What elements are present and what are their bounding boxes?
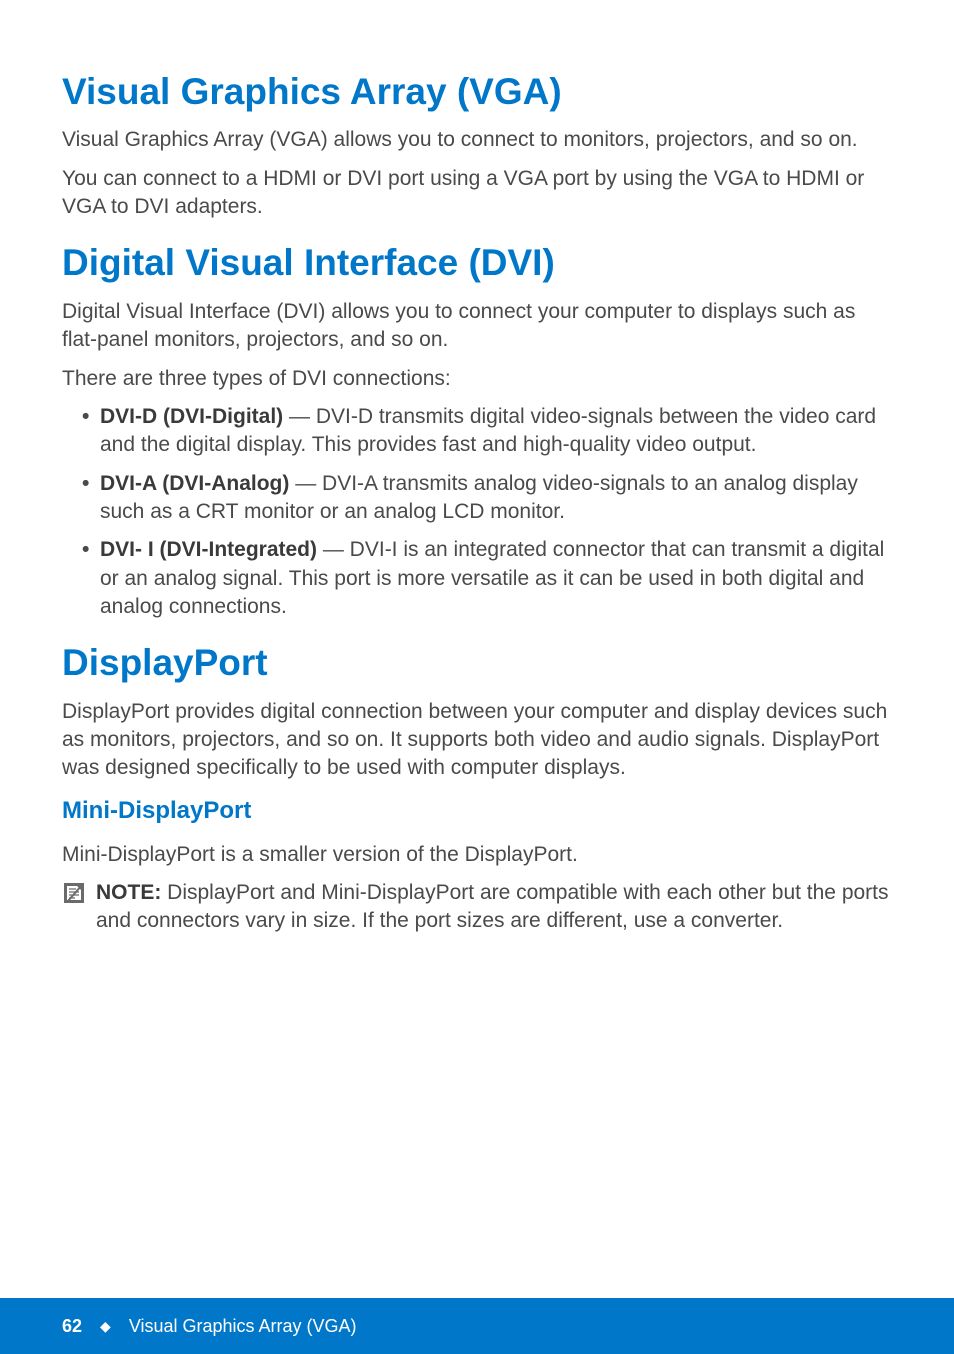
- page-footer: 62 ◆ Visual Graphics Array (VGA): [0, 1298, 954, 1354]
- footer-page-number: 62: [62, 1316, 82, 1337]
- heading-mini-displayport: Mini-DisplayPort: [62, 797, 892, 825]
- dvi-list: DVI-D (DVI-Digital) — DVI-D transmits di…: [62, 403, 892, 621]
- list-item: DVI- I (DVI-Integrated) — DVI-I is an in…: [100, 536, 892, 621]
- footer-diamond-icon: ◆: [100, 1318, 111, 1335]
- vga-paragraph-1: Visual Graphics Array (VGA) allows you t…: [62, 126, 892, 154]
- dvi-item-bold: DVI-D (DVI-Digital): [100, 405, 283, 428]
- note-icon: [62, 881, 86, 905]
- dvi-paragraph-1: Digital Visual Interface (DVI) allows yo…: [62, 298, 892, 355]
- dvi-item-bold: DVI-A (DVI-Analog): [100, 472, 289, 495]
- dvi-paragraph-2: There are three types of DVI connections…: [62, 365, 892, 393]
- vga-paragraph-2: You can connect to a HDMI or DVI port us…: [62, 165, 892, 222]
- displayport-paragraph-1: DisplayPort provides digital connection …: [62, 698, 892, 783]
- list-item: DVI-D (DVI-Digital) — DVI-D transmits di…: [100, 403, 892, 460]
- footer-title: Visual Graphics Array (VGA): [129, 1316, 357, 1337]
- heading-dvi: Digital Visual Interface (DVI): [62, 241, 892, 285]
- list-item: DVI-A (DVI-Analog) — DVI-A transmits ana…: [100, 470, 892, 527]
- dvi-item-bold: DVI- I (DVI-Integrated): [100, 538, 317, 561]
- note-label: NOTE:: [96, 881, 161, 904]
- note-body: DisplayPort and Mini-DisplayPort are com…: [96, 881, 889, 932]
- heading-vga: Visual Graphics Array (VGA): [62, 70, 892, 114]
- note-block: NOTE: DisplayPort and Mini-DisplayPort a…: [62, 879, 892, 936]
- note-text: NOTE: DisplayPort and Mini-DisplayPort a…: [96, 879, 892, 936]
- heading-displayport: DisplayPort: [62, 641, 892, 685]
- page-content: Visual Graphics Array (VGA) Visual Graph…: [0, 0, 954, 936]
- mini-displayport-paragraph: Mini-DisplayPort is a smaller version of…: [62, 841, 892, 869]
